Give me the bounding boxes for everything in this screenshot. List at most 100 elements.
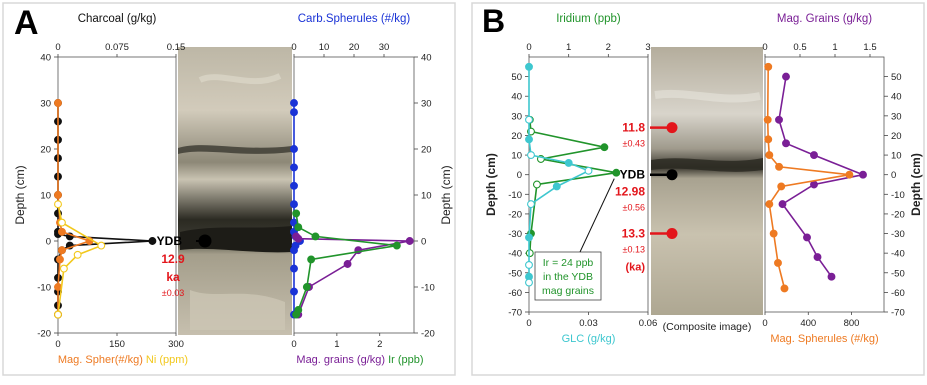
y-tick-label: 20 [421, 145, 432, 156]
y-axis-label: Depth (cm) [484, 153, 498, 216]
top-axis-label: Iridium (ppb) [556, 13, 621, 25]
bottom-tick-label: 300 [168, 339, 184, 350]
panel-a-core-photo [178, 47, 292, 335]
data-point [311, 232, 320, 241]
data-point [525, 278, 533, 287]
y-tick-label: -20 [37, 329, 51, 340]
data-point [302, 283, 311, 291]
top-tick-label: 1 [566, 42, 571, 53]
y-tick-label: -40 [508, 249, 522, 260]
bottom-axis-label-part: Ir (ppb) [385, 354, 424, 366]
y-tick-label: 20 [40, 145, 51, 156]
y-tick-label: -40 [891, 249, 905, 260]
data-point [769, 229, 778, 238]
y-tick-label: 30 [421, 99, 432, 110]
data-point [290, 200, 298, 209]
data-point [57, 218, 66, 227]
bottom-axis-label: Mag. grains (g/kg) Ir (ppb) [296, 354, 423, 366]
y-tick-label: 0 [46, 237, 51, 248]
top-tick-label: 30 [379, 42, 390, 53]
top-tick-label: 0.075 [105, 42, 129, 53]
y-tick-label: 10 [421, 191, 432, 202]
data-point [148, 237, 157, 245]
bottom-tick-label: 800 [844, 318, 860, 329]
y-tick-label: 30 [40, 99, 51, 110]
top-tick-label: 1.5 [863, 42, 876, 53]
y-tick-label: -60 [508, 288, 522, 299]
y-tick-label: 0 [517, 170, 522, 181]
date-marker-b-2: 13.3 ±0.13 (ka) [622, 227, 678, 274]
bottom-axis-label-part: GLC (g/kg) [562, 333, 616, 345]
data-point [763, 115, 772, 124]
y-tick-label: -10 [891, 190, 905, 201]
date-value: 11.8 [622, 121, 645, 135]
data-point [57, 227, 66, 236]
data-point [290, 108, 298, 117]
data-point [525, 233, 533, 242]
data-point [527, 200, 535, 209]
data-point [564, 158, 573, 167]
date-error: ±0.43 [623, 139, 645, 149]
date-error: ±0.03 [162, 288, 184, 298]
bottom-tick-label: 2 [377, 339, 382, 350]
y-tick-label: -10 [421, 283, 435, 294]
subplot-a-left: 40 30 20 10 0 -10 -20 Depth (cm) 0 0.075 0.15 Charc… [13, 13, 188, 366]
bottom-tick-label: 0.06 [639, 318, 658, 329]
data-point [307, 255, 316, 264]
data-point [525, 135, 533, 144]
data-point [782, 139, 790, 148]
y-tick-label: -10 [508, 190, 522, 201]
data-point [290, 287, 298, 296]
bottom-axis-label-part: Ni (ppm) [143, 354, 188, 366]
top-tick-label: 0.5 [793, 42, 806, 53]
data-point [774, 259, 782, 267]
top-axis-label: Carb.Spherules (#/kg) [298, 13, 411, 25]
ydb-dot [198, 234, 212, 248]
data-point [294, 234, 303, 243]
data-point [612, 168, 621, 177]
annotation-line: mag grains [542, 285, 594, 297]
bottom-axis-label-part: Mag. Spherules (#/kg) [770, 333, 878, 345]
data-point [775, 115, 783, 124]
data-point [97, 241, 106, 250]
y-axis-label: Depth (cm) [439, 165, 453, 224]
bottom-axis-label-part: Mag. Spher(#/kg) [58, 354, 143, 366]
y-tick-label: -70 [891, 308, 905, 319]
ir-annotation: Ir = 24 ppb in the YDB mag grains [534, 178, 615, 301]
bottom-tick-label: 150 [109, 339, 125, 350]
data-point [343, 260, 352, 268]
y-tick-label: 40 [40, 53, 51, 64]
y-tick-label: 50 [891, 72, 902, 83]
panel-b-letter: B [482, 3, 505, 39]
date-marker-b-0: 11.8 ±0.43 [622, 121, 678, 149]
y-tick-label: -20 [508, 209, 522, 220]
top-tick-label: 2 [606, 42, 611, 53]
data-point [292, 209, 301, 218]
bottom-axis-label: GLC (g/kg) [562, 333, 616, 345]
y-tick-label: 20 [511, 131, 522, 142]
bottom-axis-label: Mag. Spher(#/kg) Ni (ppm) [58, 354, 188, 366]
data-point [405, 237, 414, 245]
annotation-line: Ir = 24 ppb [543, 257, 594, 269]
data-point [777, 182, 786, 191]
panel-b-core-photo: (Composite image) [651, 47, 763, 333]
top-tick-label: 10 [319, 42, 330, 53]
bottom-tick-label: 0 [55, 339, 60, 350]
y-tick-label: -30 [508, 229, 522, 240]
ydb-label: YDB [620, 168, 646, 182]
date-unit: (ka) [625, 262, 645, 274]
y-tick-label: -50 [891, 268, 905, 279]
date-value: 12.9 [161, 252, 185, 266]
data-point [290, 246, 298, 255]
top-tick-label: 0 [55, 42, 60, 53]
y-tick-label: -50 [508, 268, 522, 279]
date-marker-b-1: YDB 12.98 ±0.56 [615, 168, 678, 213]
data-point [290, 145, 298, 153]
data-point [57, 246, 66, 255]
data-point [73, 250, 82, 259]
data-point [827, 272, 836, 281]
